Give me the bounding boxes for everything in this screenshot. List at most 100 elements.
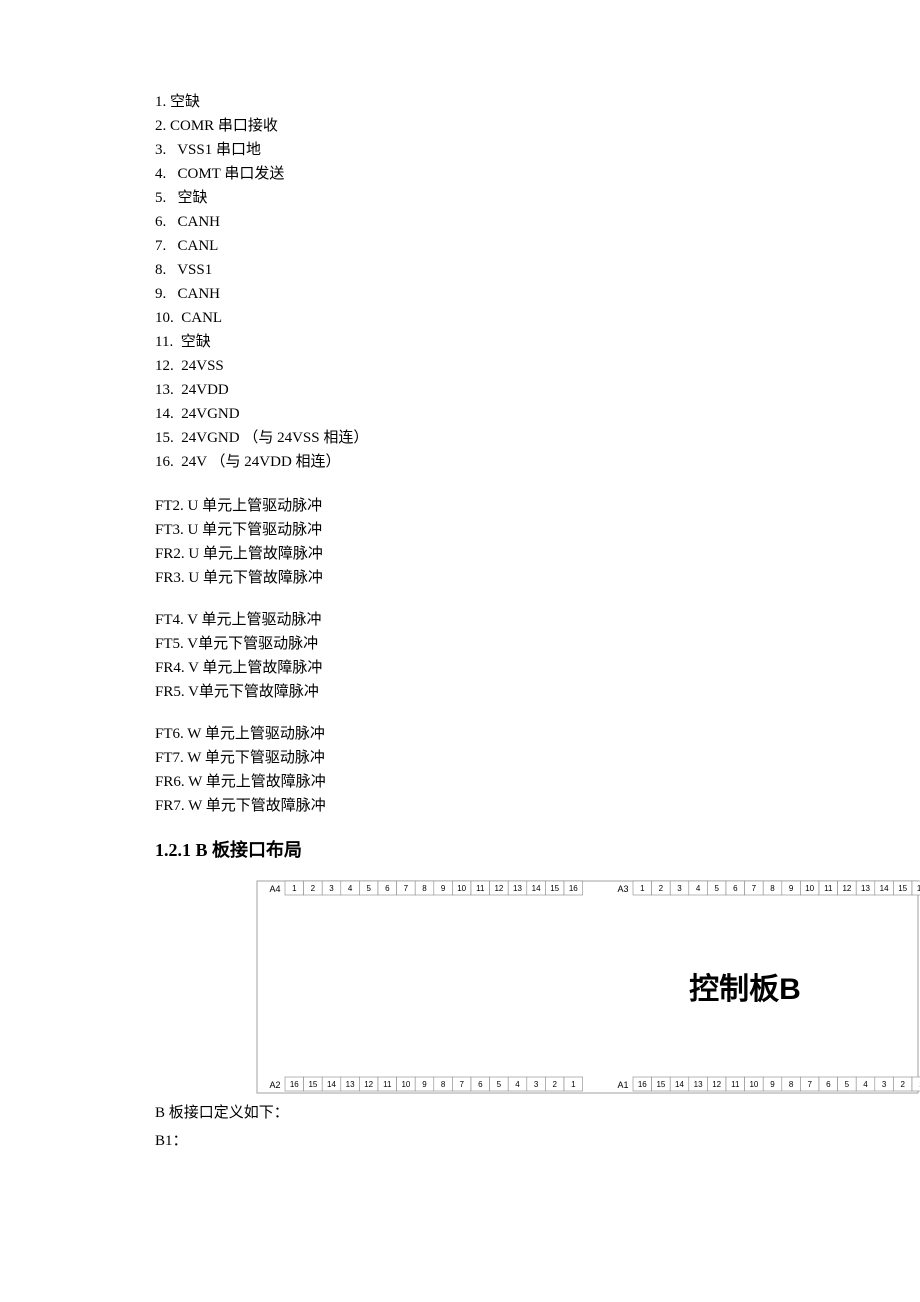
svg-text:4: 4 [348,884,353,893]
svg-text:3: 3 [677,884,682,893]
text-line: 16. 24V （与 24VDD 相连） [155,450,880,474]
svg-text:5: 5 [714,884,719,893]
text-line: 7. CANL [155,234,880,258]
svg-text:A4: A4 [269,884,280,894]
svg-text:11: 11 [476,884,485,893]
svg-text:9: 9 [789,884,794,893]
svg-text:14: 14 [880,884,889,893]
svg-text:16: 16 [290,1080,299,1089]
svg-text:15: 15 [898,884,907,893]
svg-text:A1: A1 [617,1080,628,1090]
text-line: FT6. W 单元上管驱动脉冲 [155,722,880,746]
text-line: 8. VSS1 [155,258,880,282]
footer-line-2: B1： [155,1129,880,1153]
text-line: FT3. U 单元下管驱动脉冲 [155,518,880,542]
svg-text:13: 13 [346,1080,355,1089]
footer-line-1: B 板接口定义如下： [155,1101,880,1125]
svg-text:11: 11 [731,1080,740,1089]
svg-text:8: 8 [770,884,775,893]
svg-text:11: 11 [383,1080,392,1089]
svg-text:16: 16 [569,884,578,893]
svg-text:2: 2 [900,1080,905,1089]
text-line: 6. CANH [155,210,880,234]
svg-text:1: 1 [571,1080,576,1089]
svg-text:12: 12 [364,1080,373,1089]
svg-text:2: 2 [311,884,316,893]
control-board-b-svg: 控制板BA412345678910111213141516A3123456789… [255,879,920,1097]
svg-text:15: 15 [656,1080,665,1089]
svg-text:8: 8 [422,884,427,893]
svg-text:14: 14 [675,1080,684,1089]
svg-text:3: 3 [534,1080,539,1089]
svg-text:7: 7 [404,884,409,893]
svg-text:14: 14 [327,1080,336,1089]
svg-text:13: 13 [861,884,870,893]
svg-text:4: 4 [515,1080,520,1089]
svg-text:15: 15 [308,1080,317,1089]
svg-text:10: 10 [457,884,466,893]
svg-text:7: 7 [752,884,757,893]
text-line: FT5. V单元下管驱动脉冲 [155,632,880,656]
text-line: FR4. V 单元上管故障脉冲 [155,656,880,680]
svg-text:8: 8 [789,1080,794,1089]
text-line: 3. VSS1 串口地 [155,138,880,162]
svg-text:9: 9 [441,884,446,893]
text-line: FR2. U 单元上管故障脉冲 [155,542,880,566]
text-line: 13. 24VDD [155,378,880,402]
svg-text:13: 13 [694,1080,703,1089]
svg-text:13: 13 [513,884,522,893]
text-line: FT4. V 单元上管驱动脉冲 [155,608,880,632]
svg-text:10: 10 [749,1080,758,1089]
svg-text:2: 2 [659,884,664,893]
text-line: 1. 空缺 [155,90,880,114]
svg-text:控制板B: 控制板B [689,973,801,1006]
svg-text:10: 10 [401,1080,410,1089]
svg-text:6: 6 [385,884,390,893]
svg-text:9: 9 [770,1080,775,1089]
text-line: 14. 24VGND [155,402,880,426]
svg-text:7: 7 [807,1080,812,1089]
svg-text:4: 4 [863,1080,868,1089]
svg-text:1: 1 [640,884,645,893]
text-line: 10. CANL [155,306,880,330]
signal-group-w: FT6. W 单元上管驱动脉冲FT7. W 单元下管驱动脉冲FR6. W 单元上… [155,722,880,818]
document-page: 1. 空缺2. COMR 串口接收3. VSS1 串口地4. COMT 串口发送… [0,0,920,1193]
text-line: FT2. U 单元上管驱动脉冲 [155,494,880,518]
svg-text:15: 15 [550,884,559,893]
svg-text:3: 3 [882,1080,887,1089]
text-line: 12. 24VSS [155,354,880,378]
svg-text:12: 12 [712,1080,721,1089]
pin-definition-list: 1. 空缺2. COMR 串口接收3. VSS1 串口地4. COMT 串口发送… [155,90,880,474]
text-line: FT7. W 单元下管驱动脉冲 [155,746,880,770]
svg-text:2: 2 [552,1080,557,1089]
svg-text:14: 14 [532,884,541,893]
svg-text:5: 5 [845,1080,850,1089]
svg-text:12: 12 [494,884,503,893]
signal-group-u: FT2. U 单元上管驱动脉冲FT3. U 单元下管驱动脉冲FR2. U 单元上… [155,494,880,590]
section-heading: 1.2.1 B 板接口布局 [155,836,880,865]
text-line: FR5. V单元下管故障脉冲 [155,680,880,704]
svg-text:7: 7 [459,1080,464,1089]
svg-text:9: 9 [422,1080,427,1089]
text-line: FR3. U 单元下管故障脉冲 [155,566,880,590]
svg-text:6: 6 [733,884,738,893]
svg-text:5: 5 [497,1080,502,1089]
svg-text:11: 11 [824,884,833,893]
text-line: 2. COMR 串口接收 [155,114,880,138]
svg-text:3: 3 [329,884,334,893]
svg-text:8: 8 [441,1080,446,1089]
svg-text:5: 5 [366,884,371,893]
text-line: 11. 空缺 [155,330,880,354]
svg-text:16: 16 [638,1080,647,1089]
svg-text:A3: A3 [617,884,628,894]
text-line: FR7. W 单元下管故障脉冲 [155,794,880,818]
signal-group-v: FT4. V 单元上管驱动脉冲FT5. V单元下管驱动脉冲FR4. V 单元上管… [155,608,880,704]
text-line: 4. COMT 串口发送 [155,162,880,186]
svg-text:4: 4 [696,884,701,893]
svg-text:12: 12 [842,884,851,893]
board-layout-diagram: 控制板BA412345678910111213141516A3123456789… [255,879,920,1097]
text-line: 15. 24VGND （与 24VSS 相连） [155,426,880,450]
svg-text:6: 6 [826,1080,831,1089]
text-line: 9. CANH [155,282,880,306]
svg-text:A2: A2 [269,1080,280,1090]
